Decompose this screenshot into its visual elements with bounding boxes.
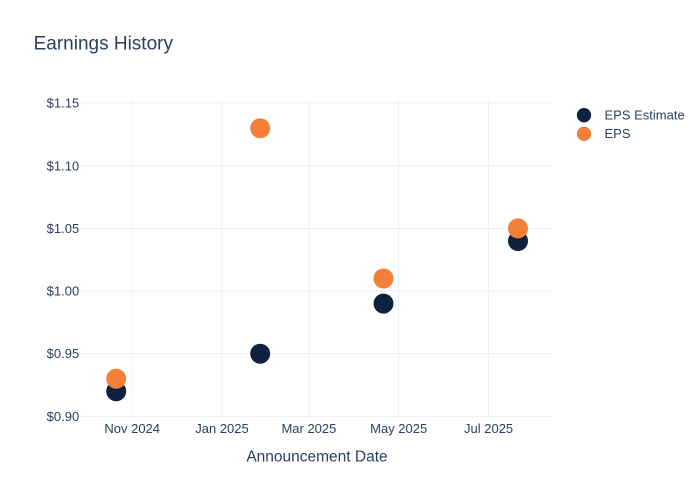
svg-text:Jan 2025: Jan 2025 bbox=[195, 421, 249, 436]
svg-text:EPS Estimate: EPS Estimate bbox=[605, 107, 685, 122]
svg-text:Mar 2025: Mar 2025 bbox=[281, 421, 336, 436]
svg-text:Nov 2024: Nov 2024 bbox=[104, 421, 160, 436]
svg-text:May 2025: May 2025 bbox=[370, 421, 427, 436]
svg-text:$0.95: $0.95 bbox=[47, 346, 80, 361]
svg-text:$1.15: $1.15 bbox=[47, 96, 80, 111]
svg-text:Earnings History: Earnings History bbox=[34, 33, 174, 54]
svg-text:Jul 2025: Jul 2025 bbox=[464, 421, 513, 436]
svg-text:$0.90: $0.90 bbox=[47, 409, 80, 424]
svg-text:EPS: EPS bbox=[605, 126, 631, 141]
svg-text:$1.00: $1.00 bbox=[47, 284, 80, 299]
svg-text:$1.10: $1.10 bbox=[47, 158, 80, 173]
svg-text:$1.05: $1.05 bbox=[47, 221, 80, 236]
svg-text:Announcement Date: Announcement Date bbox=[246, 449, 387, 466]
